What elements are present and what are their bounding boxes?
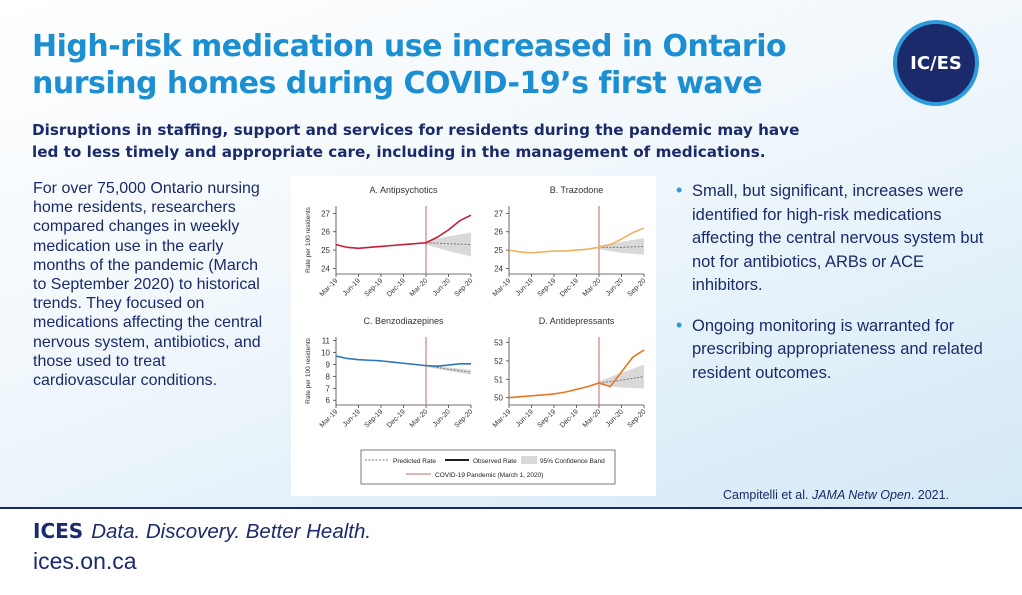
x-tick-label: Jun-20 <box>605 408 625 428</box>
citation-authors: Campitelli et al. <box>723 488 812 502</box>
citation: Campitelli et al. JAMA Netw Open. 2021. <box>723 488 949 502</box>
footer-divider <box>0 507 1022 509</box>
x-tick-label: Dec-19 <box>386 277 407 298</box>
ices-logo: IC/ES <box>893 20 979 106</box>
legend-band-label: 95% Confidence Band <box>540 458 605 465</box>
y-tick-label: 53 <box>494 339 503 348</box>
bullet-item: • Small, but significant, increases were … <box>676 180 996 298</box>
y-tick-label: 25 <box>321 246 330 255</box>
bullet-dot-icon: • <box>676 180 683 200</box>
y-tick-label: 8 <box>326 372 331 381</box>
legend-observed-label: Observed Rate <box>473 458 517 465</box>
bullet-item: • Ongoing monitoring is warranted for pre… <box>676 315 996 386</box>
y-axis-label: Rate per 100 residents <box>305 337 312 404</box>
y-tick-label: 9 <box>326 360 331 369</box>
x-tick-label: Sep-19 <box>363 277 384 298</box>
y-tick-label: 26 <box>494 228 503 237</box>
citation-journal: JAMA Netw Open <box>811 488 911 502</box>
x-tick-label: Mar-20 <box>582 408 603 429</box>
x-tick-label: Mar-19 <box>492 408 513 429</box>
y-tick-label: 11 <box>322 337 331 346</box>
y-tick-label: 26 <box>321 228 330 237</box>
chart-title: D. Antidepressants <box>539 316 615 326</box>
footer-brand: ICES Data. Discovery. Better Health. <box>33 518 371 544</box>
subtitle: Disruptions in staffing, support and ser… <box>32 121 800 161</box>
x-tick-label: Jun-20 <box>605 277 625 297</box>
y-tick-label: 6 <box>326 396 331 405</box>
x-tick-label: Mar-20 <box>409 277 430 298</box>
chart-title: B. Trazodone <box>550 185 604 195</box>
brand-tagline: Data. Discovery. Better Health. <box>91 520 372 543</box>
predicted-rate-line <box>598 376 645 384</box>
figure-panel: A. Antipsychotics 24 25 26 27 Mar-19 Jun-19 Sep… <box>291 176 656 496</box>
legend-covid-label: COVID-19 Pandemic (March 1, 2020) <box>435 472 543 479</box>
body-text: For over 75,000 Ontario nursing home res… <box>33 180 263 390</box>
footer-url[interactable]: ices.on.ca <box>33 548 137 574</box>
x-tick-label: Sep-20 <box>453 408 474 429</box>
brand-name: ICES <box>33 519 84 543</box>
chart-title: A. Antipsychotics <box>369 185 438 195</box>
y-tick-label: 24 <box>321 264 330 273</box>
x-tick-label: Dec-19 <box>559 277 580 298</box>
x-tick-label: Sep-19 <box>363 408 384 429</box>
observed-rate-line <box>335 214 472 250</box>
x-tick-label: Jun-20 <box>432 408 452 428</box>
x-tick-label: Mar-19 <box>319 408 340 429</box>
observed-rate-line <box>335 355 471 368</box>
x-tick-label: Jun-19 <box>342 277 362 297</box>
legend-box <box>360 449 616 485</box>
predicted-rate-line <box>599 245 645 248</box>
citation-year: . 2021. <box>910 488 950 502</box>
x-tick-label: Jun-19 <box>342 408 362 428</box>
x-tick-label: Dec-19 <box>559 408 580 429</box>
footer <box>0 509 1022 595</box>
y-axis-label: Rate per 100 residents <box>305 206 312 273</box>
x-tick-label: Jun-20 <box>432 277 452 297</box>
y-tick-label: 24 <box>494 264 503 273</box>
legend-band-swatch <box>521 456 537 464</box>
x-tick-label: Mar-19 <box>319 277 340 298</box>
confidence-band <box>426 232 471 257</box>
bullet-text: Ongoing monitoring is warranted for pres… <box>692 316 983 382</box>
x-tick-label: Jun-19 <box>515 408 535 428</box>
legend-predicted-label: Predicted Rate <box>393 458 436 465</box>
x-tick-label: Mar-20 <box>409 408 430 429</box>
x-tick-label: Sep-19 <box>536 277 557 298</box>
observed-rate-line <box>508 349 645 399</box>
y-tick-label: 25 <box>494 246 503 255</box>
x-tick-label: Mar-20 <box>582 277 603 298</box>
y-tick-label: 50 <box>494 394 503 403</box>
x-tick-label: Dec-19 <box>386 408 407 429</box>
x-tick-label: Sep-19 <box>536 408 557 429</box>
bullet-dot-icon: • <box>676 314 683 335</box>
confidence-band <box>599 238 644 255</box>
y-tick-label: 27 <box>321 209 330 218</box>
x-tick-label: Mar-19 <box>492 277 513 298</box>
logo-text: IC/ES <box>910 52 962 74</box>
y-tick-label: 51 <box>494 375 503 384</box>
predicted-rate-line <box>425 242 472 246</box>
y-tick-label: 10 <box>321 349 330 358</box>
chart-title: C. Benzodiazepines <box>363 316 444 326</box>
bullet-text: Small, but significant, increases were i… <box>692 182 984 294</box>
y-tick-label: 7 <box>326 384 331 393</box>
y-tick-label: 27 <box>494 209 503 218</box>
x-tick-label: Sep-20 <box>626 277 647 298</box>
page-title: High-risk medication use increased in On… <box>32 29 787 101</box>
x-tick-label: Sep-20 <box>453 277 474 298</box>
x-tick-label: Sep-20 <box>626 408 647 429</box>
x-tick-label: Jun-19 <box>515 277 535 297</box>
bullet-list: • Small, but significant, increases were … <box>676 180 996 402</box>
confidence-band <box>599 364 644 389</box>
y-tick-label: 52 <box>494 357 503 366</box>
observed-rate-line <box>508 227 645 254</box>
